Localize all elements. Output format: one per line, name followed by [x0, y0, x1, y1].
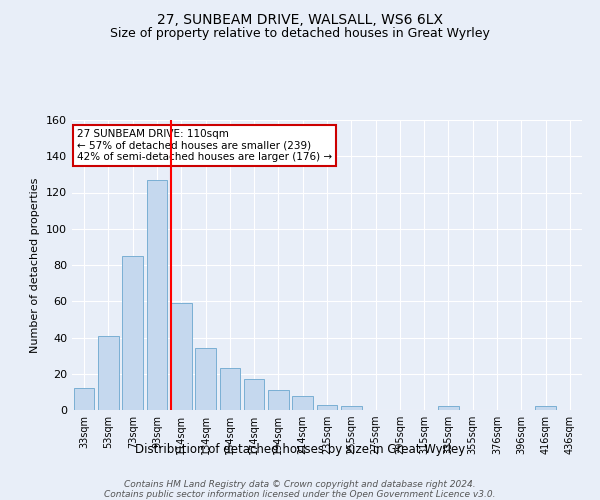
Bar — [244, 379, 265, 410]
Bar — [195, 348, 216, 410]
Bar — [341, 406, 362, 410]
Bar — [98, 336, 119, 410]
Text: Distribution of detached houses by size in Great Wyrley: Distribution of detached houses by size … — [135, 442, 465, 456]
Bar — [220, 368, 240, 410]
Bar — [535, 406, 556, 410]
Text: Contains HM Land Registry data © Crown copyright and database right 2024.
Contai: Contains HM Land Registry data © Crown c… — [104, 480, 496, 500]
Text: Size of property relative to detached houses in Great Wyrley: Size of property relative to detached ho… — [110, 28, 490, 40]
Bar — [74, 388, 94, 410]
Bar — [268, 390, 289, 410]
Text: 27, SUNBEAM DRIVE, WALSALL, WS6 6LX: 27, SUNBEAM DRIVE, WALSALL, WS6 6LX — [157, 12, 443, 26]
Bar — [438, 406, 459, 410]
Bar — [122, 256, 143, 410]
Bar — [146, 180, 167, 410]
Bar — [292, 396, 313, 410]
Bar — [171, 303, 191, 410]
Text: 27 SUNBEAM DRIVE: 110sqm
← 57% of detached houses are smaller (239)
42% of semi-: 27 SUNBEAM DRIVE: 110sqm ← 57% of detach… — [77, 128, 332, 162]
Bar — [317, 404, 337, 410]
Y-axis label: Number of detached properties: Number of detached properties — [31, 178, 40, 352]
